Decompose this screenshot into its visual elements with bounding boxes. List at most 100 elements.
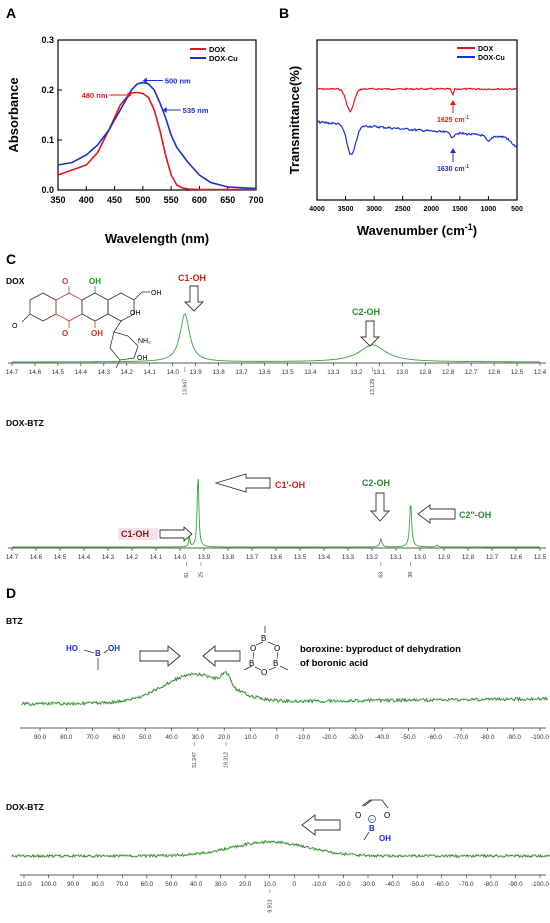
peak-value: 13.039 [408,572,414,578]
nmr-trace-dox [12,313,540,363]
negative-charge-sign: − [370,817,374,824]
boronate-b: B [369,824,375,833]
y-axis-label-a: Absorbance [6,77,21,152]
label-c2-oh: C2-OH [352,307,380,317]
annotation-535: 535 nm [183,106,209,115]
nmr-tick-label: 0 [275,734,279,741]
legend-label-dox-cu-b: DOX-Cu [478,55,505,62]
nmr-tick-label: 14.0 [174,554,187,561]
nmr-tick-label: -20.0 [336,881,351,888]
nmr-tick-label: 70.0 [116,881,129,888]
peak-value: 13.925 [199,572,205,578]
boronate-oh: OH [379,834,391,843]
arrow-c1prime-oh [214,473,271,493]
boronate-o-left: O [355,811,361,820]
nmr-tick-label: 50.0 [139,734,152,741]
nmr-tick-label: 70.0 [86,734,99,741]
nmr-tick-label: -40.0 [375,734,390,741]
x-tick-label-b: 1500 [452,206,468,213]
annotation-1625: 1625 cm-1 [437,100,469,124]
boronate-ester-structure [361,799,389,841]
nmr-tick-label: -30.0 [349,734,364,741]
nmr-tick-label: 12.6 [488,369,501,376]
nmr-tick-label: -20.0 [322,734,337,741]
x-tick-label-a: 350 [50,195,65,205]
boroxine-b-left: B [249,659,254,668]
dox-sidechain-oh: OH [151,290,162,297]
nmr-tick-label: 12.9 [438,554,451,561]
nmr-tick-label: 90.0 [34,734,47,741]
panel-label-d: D [6,585,16,601]
nmr-tick-label: 30.0 [192,734,205,741]
spectrum-title-btz: BTZ [6,616,23,626]
nmr-tick-label: -70.0 [459,881,474,888]
nmr-tick-label: 14.4 [78,554,91,561]
spectrum-title-dox-btz: DOX-BTZ [6,418,44,428]
plot-frame-b [316,39,518,201]
nmr-tick-label: 0 [293,881,297,888]
nmr-tick-label: 10.0 [264,881,277,888]
nmr-tick-label: 13.3 [327,369,340,376]
annotation-1630: 1630 cm-1 [437,148,469,173]
boroxine-b-top: B [261,634,266,643]
nmr-noise-btz [21,670,548,708]
panel-label-c: C [6,251,16,267]
boroxine-o-bottom: O [261,668,267,677]
y-tick-label-a: 0.1 [41,135,54,145]
nmr-tick-label: 14.2 [126,554,139,561]
nmr-tick-label: 13.6 [270,554,283,561]
spectrum-title-dox-btz-d: DOX-BTZ [6,802,44,812]
svg-text:1625 cm-1: 1625 cm-1 [437,115,469,124]
label-c1-oh-btz: C1-OH [121,529,149,539]
nmr-tick-label: 13.5 [294,554,307,561]
nmr-tick-label: -90.0 [508,881,523,888]
nmr-tick-label: 12.8 [462,554,475,561]
label-c2-oh-btz: C2-OH [362,478,390,488]
arrow-c1-oh [183,285,205,312]
label-c1-oh: C1-OH [178,273,206,283]
panel-b-ftir-chart: B 4000 3500 3000 2500 2000 1500 1000 500 Transm… [279,5,523,238]
x-tick-label-b: 500 [511,206,523,213]
peak-value: 13.947 [182,379,188,395]
nmr-tick-label: 50.0 [165,881,178,888]
nmr-tick-label: 13.4 [318,554,331,561]
y-axis-label-b: Transmittance(%) [287,66,302,174]
dox-sugar-oh: OH [137,355,148,362]
x-tick-label-b: 3500 [338,206,354,213]
y-tick-label-a: 0.3 [41,35,54,45]
nmr-tick-label: -60.0 [435,881,450,888]
boronic-acid-ho: HO [66,644,78,653]
series-line-dox-ftir [316,87,518,113]
nmr-trace-dox-btz-b11 [11,840,550,859]
label-c2dprime-oh: C2"-OH [459,510,491,520]
nmr-tick-label: 14.6 [29,369,42,376]
nmr-tick-label: 14.2 [121,369,134,376]
arrow-boronic-acid [139,645,181,667]
x-tick-label-a: 600 [192,195,207,205]
nmr-tick-label: 13.3 [342,554,355,561]
nmr-tick-label: -30.0 [361,881,376,888]
annotation-500: 500 nm [165,77,191,86]
series-line-dox-cu-ftir [316,120,518,156]
nmr-tick-label: 12.5 [534,554,547,561]
nmr-tick-label: -50.0 [410,881,425,888]
dox-oh-red: OH [91,329,103,338]
nmr-tick-label: 13.0 [414,554,427,561]
nmr-tick-label: -80.0 [480,734,495,741]
x-tick-label-a: 500 [135,195,150,205]
arrow-c2dprime-oh [417,504,456,524]
peak-value: 31.247 [192,752,198,768]
nmr-tick-label: -80.0 [484,881,499,888]
dox-molecule-structure [21,286,150,369]
nmr-tick-label: -10.0 [296,734,311,741]
peak-value: 9.913 [267,899,273,912]
panel-d-11b-nmr: D BTZ HO B OH B O O B B O boroxine: bypr… [6,585,550,913]
negative-charge-circle [368,815,376,823]
nmr-tick-label: 20.0 [218,734,231,741]
boroxine-caption-line1: boroxine: byproduct of dehydration [300,644,461,655]
nmr-tick-label: 14.1 [150,554,163,561]
x-tick-label-b: 2500 [395,206,411,213]
nmr-tick-label: 60.0 [113,734,126,741]
nmr-tick-label: 12.4 [534,369,547,376]
panel-label-b: B [279,5,289,21]
